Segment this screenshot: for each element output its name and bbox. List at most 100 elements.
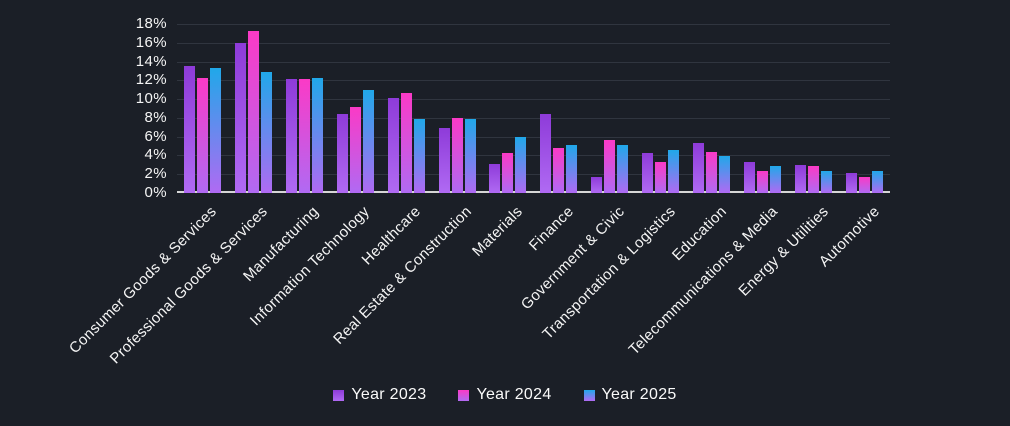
x-category-label: Materials xyxy=(469,203,527,260)
bar-group xyxy=(584,24,635,193)
bar-group xyxy=(533,24,584,193)
bar xyxy=(655,162,667,193)
bar xyxy=(770,165,782,193)
bar xyxy=(719,156,731,193)
legend-label: Year 2023 xyxy=(351,386,427,403)
gridline xyxy=(177,174,890,176)
gridline xyxy=(177,136,890,138)
y-tick-label: 16% xyxy=(135,33,167,51)
bar xyxy=(400,92,412,193)
bar xyxy=(451,117,463,193)
bar xyxy=(591,177,603,193)
x-category-label: Telecommunications & Media xyxy=(625,203,781,359)
bar xyxy=(489,163,501,193)
y-tick-label: 6% xyxy=(144,127,167,145)
x-category-label: Automotive xyxy=(815,203,883,271)
bar xyxy=(757,170,769,193)
bar xyxy=(336,114,348,193)
bar xyxy=(413,118,425,193)
bar-group xyxy=(330,24,381,193)
x-category-label: Healthcare xyxy=(358,203,425,269)
bar-group xyxy=(432,24,483,193)
bar-group xyxy=(686,24,737,193)
bar xyxy=(362,89,374,193)
gridline xyxy=(177,24,890,25)
x-category-label: Government & Civic xyxy=(517,203,628,314)
legend-label: Year 2025 xyxy=(601,386,677,403)
bar xyxy=(858,177,870,193)
y-tick-label: 14% xyxy=(135,52,167,70)
bar-group xyxy=(839,24,890,193)
y-tick-label: 2% xyxy=(144,165,167,183)
x-category-label: Education xyxy=(668,203,730,265)
legend-label: Year 2024 xyxy=(476,386,552,403)
bar xyxy=(247,30,259,193)
bar xyxy=(196,77,208,193)
x-category-label: Professional Goods & Services xyxy=(107,203,272,368)
y-tick-label: 8% xyxy=(144,108,167,126)
bar xyxy=(387,98,399,193)
gridline xyxy=(177,117,890,119)
bar-group xyxy=(635,24,686,193)
gridline xyxy=(177,80,890,82)
bar-group xyxy=(483,24,534,193)
bar xyxy=(845,173,857,193)
y-tick-label: 4% xyxy=(144,146,167,164)
legend-swatch-icon xyxy=(333,389,345,401)
bar-group xyxy=(279,24,330,193)
bar-group xyxy=(737,24,788,193)
gridline xyxy=(177,155,890,157)
bar xyxy=(744,162,756,193)
bar xyxy=(349,106,361,193)
x-category-label: Manufacturing xyxy=(240,203,323,286)
bar xyxy=(617,145,629,193)
gridline xyxy=(177,99,890,101)
bar xyxy=(642,152,654,193)
bar xyxy=(808,165,820,193)
bar-groups xyxy=(177,24,890,193)
bar xyxy=(298,78,310,193)
bar xyxy=(285,78,297,193)
x-category-label: Consumer Goods & Services xyxy=(66,203,221,358)
x-category-label: Finance xyxy=(525,203,577,255)
x-category-label: Real Estate & Construction xyxy=(330,203,476,348)
x-category-label: Transportation & Logistics xyxy=(539,203,679,343)
bar xyxy=(795,164,807,193)
x-category-label: Information Technology xyxy=(247,203,374,330)
bar xyxy=(706,151,718,193)
bar xyxy=(260,71,272,193)
legend-item: Year 2023 xyxy=(333,386,426,404)
gridline xyxy=(177,61,890,63)
bar xyxy=(464,118,476,193)
bar xyxy=(553,147,565,193)
legend-item: Year 2025 xyxy=(583,386,677,404)
bar xyxy=(209,68,221,193)
bar xyxy=(668,149,680,193)
legend-item: Year 2024 xyxy=(458,386,551,404)
bar-group xyxy=(228,24,279,193)
plot-area xyxy=(177,24,890,193)
bar xyxy=(566,145,578,193)
bar xyxy=(502,152,514,193)
bar xyxy=(311,77,323,193)
legend-swatch-icon xyxy=(458,389,470,401)
bar xyxy=(693,143,705,193)
y-tick-label: 0% xyxy=(144,184,167,201)
bar xyxy=(540,114,552,193)
bar-group xyxy=(788,24,839,193)
x-axis-line xyxy=(177,191,890,193)
y-tick-label: 10% xyxy=(135,90,167,108)
bar xyxy=(604,140,616,193)
legend-swatch-icon xyxy=(583,389,595,401)
bar xyxy=(871,171,883,193)
bar xyxy=(438,128,450,193)
legend: Year 2023 Year 2024 Year 2025 xyxy=(0,386,1010,404)
bar-group xyxy=(177,24,228,193)
bar-group xyxy=(381,24,432,193)
y-tick-label: 12% xyxy=(135,71,167,89)
y-tick-label: 18% xyxy=(135,15,167,32)
gridline xyxy=(177,42,890,44)
x-category-label: Energy & Utilities xyxy=(735,203,832,300)
bar xyxy=(515,136,527,193)
